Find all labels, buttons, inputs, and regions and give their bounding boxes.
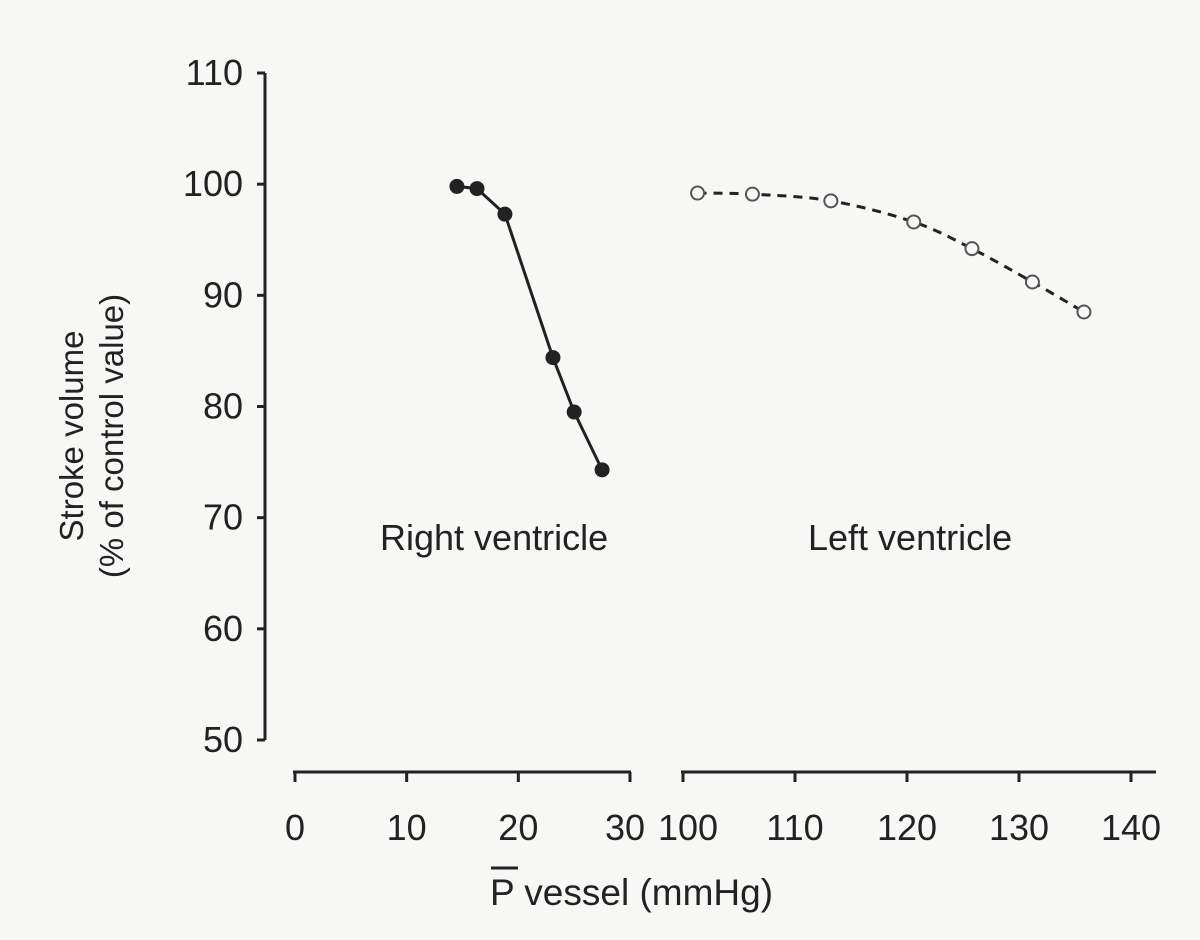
left-ventricle-point-0 [690, 185, 706, 201]
y-tick-label-60: 60 [203, 608, 243, 649]
x-tick-label-0-20: 20 [498, 807, 538, 848]
right-ventricle-point-4 [566, 404, 582, 420]
right-ventricle-line [456, 184, 604, 471]
x-tick-label-0-10: 10 [387, 807, 427, 848]
right-ventricle-point-3 [545, 350, 561, 366]
right-ventricle-point-5 [594, 462, 610, 478]
left-ventricle-point-1 [744, 186, 760, 202]
y-tick-label-50: 50 [203, 719, 243, 760]
x-tick-label-1-110: 110 [766, 807, 823, 848]
left-ventricle-point-4 [964, 241, 980, 257]
left-ventricle-point-6 [1076, 304, 1092, 320]
y-tick-labels: 50 60 70 80 90 100 110 [183, 52, 243, 760]
y-ticks [257, 71, 265, 742]
y-axis-label: Stroke volume (% of control value) [53, 294, 130, 578]
x-tick-label-1-120: 120 [877, 807, 937, 848]
x-tick-label-0-30: 30 [605, 807, 645, 848]
y-tick-label-80: 80 [203, 386, 243, 427]
x-tick-labels: 0 10 20 30 100 110 120 130 140 [285, 807, 1161, 848]
y-tick-label-110: 110 [186, 52, 243, 93]
series-layer [449, 178, 1092, 478]
x-tick-label-0-0: 0 [285, 807, 305, 848]
x-ticks [293, 772, 1133, 782]
y-tick-label-100: 100 [183, 163, 243, 204]
left-ventricle-line [697, 191, 1085, 314]
left-ventricle-label: Left ventricle [808, 517, 1012, 558]
left-ventricle-point-2 [823, 193, 839, 209]
x-tick-label-1-100: 100 [658, 807, 718, 848]
y-tick-label-70: 70 [203, 497, 243, 538]
right-ventricle-point-1 [469, 181, 485, 197]
x-tick-label-1-140: 140 [1101, 807, 1161, 848]
left-ventricle-point-3 [906, 214, 922, 230]
left-ventricle-point-5 [1024, 274, 1040, 290]
x-axis-label: P vessel (mmHg) [490, 872, 773, 913]
right-ventricle-label: Right ventricle [380, 517, 608, 558]
y-tick-label-90: 90 [203, 274, 243, 315]
right-ventricle-point-2 [497, 206, 513, 222]
x-tick-label-1-130: 130 [989, 807, 1049, 848]
y-axis-label-line1: Stroke volume [53, 331, 90, 542]
right-ventricle-point-0 [449, 178, 465, 194]
y-axis-label-line2: (% of control value) [93, 294, 130, 578]
